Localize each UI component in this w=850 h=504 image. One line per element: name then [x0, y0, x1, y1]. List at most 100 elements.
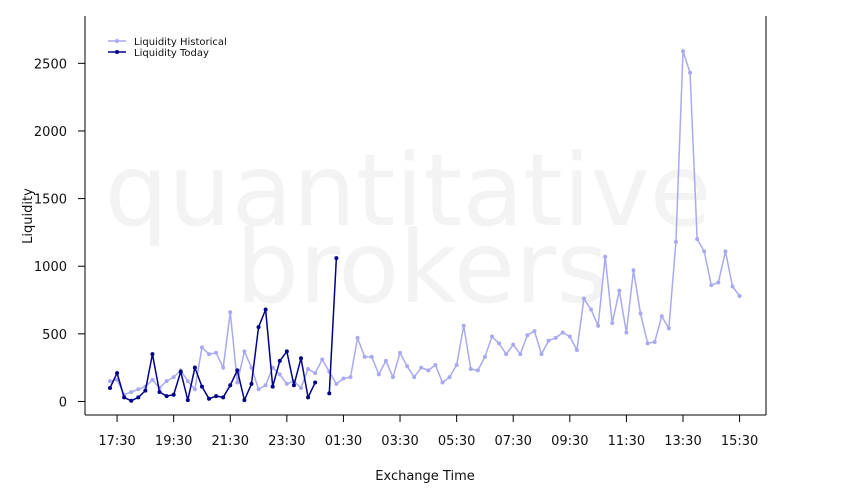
- point: [115, 371, 120, 376]
- point: [518, 352, 523, 357]
- point: [107, 385, 112, 390]
- point: [298, 356, 303, 361]
- point: [355, 335, 360, 340]
- x-axis-label: Exchange Time: [375, 469, 474, 484]
- point: [624, 330, 629, 335]
- point: [546, 338, 551, 343]
- point: [376, 372, 381, 377]
- x-tick-label: 17:30: [98, 434, 135, 449]
- point: [228, 310, 233, 315]
- point: [284, 381, 289, 386]
- point: [242, 349, 247, 354]
- point: [214, 350, 219, 355]
- point: [129, 390, 134, 395]
- point: [178, 369, 183, 374]
- point: [199, 345, 204, 350]
- point: [390, 375, 395, 380]
- x-tick-label: 19:30: [155, 434, 192, 449]
- point: [433, 362, 438, 367]
- point: [291, 383, 296, 388]
- x-tick-label: 21:30: [212, 434, 249, 449]
- y-tick-label: 0: [59, 395, 67, 410]
- point: [150, 352, 155, 357]
- point: [277, 358, 282, 363]
- point: [581, 296, 586, 301]
- point: [263, 307, 268, 312]
- point: [638, 311, 643, 316]
- point: [553, 335, 558, 340]
- point: [369, 354, 374, 359]
- point: [249, 381, 254, 386]
- y-tick-label: 2500: [34, 57, 67, 72]
- point: [737, 293, 742, 298]
- point: [666, 326, 671, 331]
- point: [589, 307, 594, 312]
- point: [164, 394, 169, 399]
- point: [221, 395, 226, 400]
- point: [284, 349, 289, 354]
- point: [207, 396, 212, 401]
- point: [468, 367, 473, 372]
- y-tick-label: 500: [42, 328, 67, 343]
- point: [511, 342, 516, 347]
- point: [631, 268, 636, 273]
- x-tick-label: 03:30: [381, 434, 418, 449]
- point: [122, 395, 127, 400]
- point: [249, 365, 254, 370]
- x-tick-label: 15:30: [721, 434, 758, 449]
- point: [497, 341, 502, 346]
- point: [185, 379, 190, 384]
- point: [617, 288, 622, 293]
- point: [398, 350, 403, 355]
- point: [256, 387, 261, 392]
- legend-label: Liquidity Today: [134, 48, 209, 59]
- x-tick-label: 07:30: [494, 434, 531, 449]
- point: [652, 339, 657, 344]
- point: [136, 395, 141, 400]
- point: [482, 354, 487, 359]
- point: [306, 395, 311, 400]
- point: [341, 376, 346, 381]
- point: [680, 49, 685, 54]
- point: [164, 379, 169, 384]
- point: [235, 368, 240, 373]
- point: [475, 368, 480, 373]
- point: [129, 398, 134, 403]
- point: [185, 398, 190, 403]
- point: [709, 283, 714, 288]
- y-tick-label: 2000: [34, 125, 67, 140]
- point: [688, 70, 693, 75]
- point: [313, 371, 318, 376]
- point: [221, 365, 226, 370]
- point: [207, 352, 212, 357]
- point: [383, 358, 388, 363]
- point: [412, 375, 417, 380]
- x-tick-label: 01:30: [325, 434, 362, 449]
- point: [659, 314, 664, 319]
- watermark: quantitative: [105, 132, 712, 249]
- point: [242, 398, 247, 403]
- point: [256, 325, 261, 330]
- point: [702, 249, 707, 254]
- point: [320, 357, 325, 362]
- point: [603, 254, 608, 259]
- point: [532, 329, 537, 334]
- x-tick-label: 05:30: [438, 434, 475, 449]
- point: [334, 256, 339, 261]
- point: [574, 348, 579, 353]
- point: [334, 381, 339, 386]
- point: [730, 284, 735, 289]
- point: [270, 384, 275, 389]
- point: [192, 365, 197, 370]
- y-tick-label: 1000: [34, 260, 67, 275]
- legend-label: Liquidity Historical: [134, 37, 227, 48]
- point: [405, 364, 410, 369]
- point: [560, 330, 565, 335]
- point: [171, 375, 176, 380]
- point: [610, 321, 615, 326]
- legend-marker: [115, 39, 119, 43]
- point: [327, 391, 332, 396]
- x-tick-label: 09:30: [551, 434, 588, 449]
- point: [277, 372, 282, 377]
